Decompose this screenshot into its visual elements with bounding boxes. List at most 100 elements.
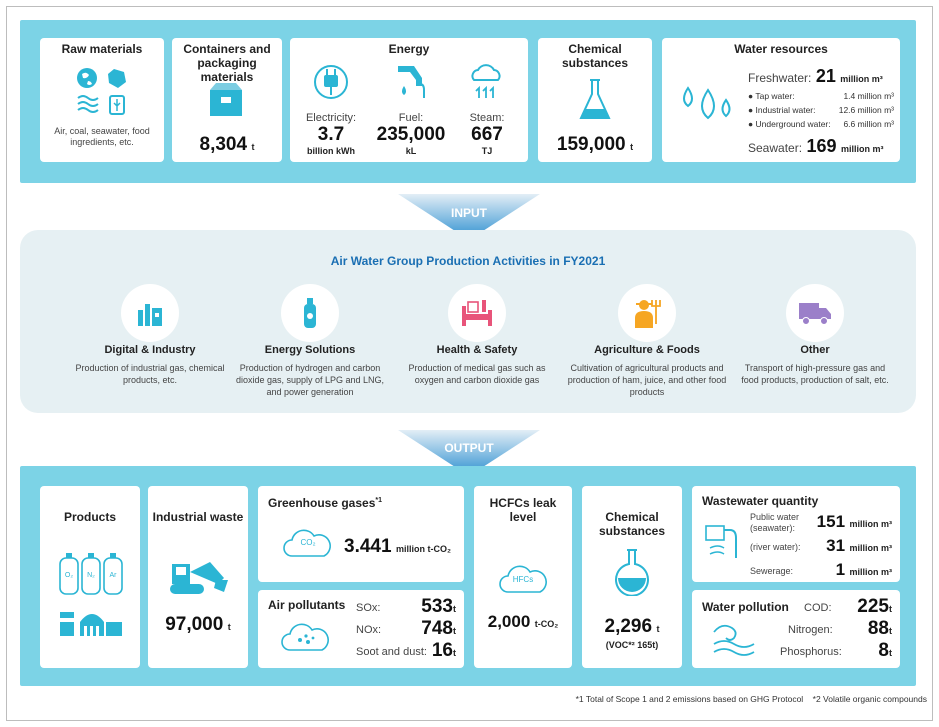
truck-icon [797,299,833,327]
nitrogen-label: Nitrogen: [788,624,833,636]
sox-value: 533 [421,596,453,617]
seawater-unit: million m³ [840,144,884,154]
hcfc-card: HCFCs leak level HFCs 2,000 t-CO₂ [474,486,572,668]
industrial-waste-card: Industrial waste 97,000 t [148,486,248,668]
cod-value-row: 225t [857,596,892,618]
public-unit: million m³ [849,519,893,529]
soot-label: Soot and dust: [356,646,427,658]
chemical-input-card: Chemical substances 159,000 t [538,38,652,162]
activity-title: Digital & Industry [104,344,196,356]
activity-icon-circle [448,284,506,342]
activity-icon-circle [618,284,676,342]
water-card: Water resources Freshwater: 21 million m… [662,38,900,162]
cod-value: 225 [857,596,889,617]
river-unit: million m³ [849,543,893,553]
electricity-unit: billion kWh [307,146,355,156]
plug-icon [312,62,350,102]
ghg-title: Greenhouse gases [268,496,376,510]
wastewater-title: Wastewater quantity [702,494,819,508]
activity-title: Health & Safety [436,344,518,356]
tap-value: 1.4 million m³ [843,91,894,101]
sox-label: SOx: [356,602,381,614]
energy-card: Energy Electricity: 3.7 billion kWh Fuel… [290,38,528,162]
excavator-icon [168,558,230,598]
pipe-outflow-icon [704,522,738,560]
freshwater-label: Freshwater: [748,71,812,85]
hfc-cloud-text: HFCs [512,575,534,584]
fuel-unit: kL [405,146,417,156]
cod-label: COD: [804,602,832,614]
freshwater-row: Freshwater: 21 million m³ [748,66,883,87]
nitrogen-unit: t [889,626,892,636]
nox-label: NOx: [356,624,382,636]
soot-value: 16 [431,640,453,661]
nitrogen-value-row: 88t [868,618,892,640]
activity-title: Agriculture & Foods [594,344,700,356]
ghg-title-row: Greenhouse gases*1 [268,496,382,510]
industrial-label: Industrial water: [755,105,816,115]
activity-desc: Production of hydrogen and carbon dioxid… [235,363,385,397]
nitrogen-value: 88 [867,618,889,639]
containers-unit: t [251,142,255,152]
chem-output-unit: t [656,624,660,634]
soot-value-row: 16t [432,640,456,662]
co2-cloud-text: CO₂ [300,538,316,547]
cod-unit: t [889,604,892,614]
food-products-icon [58,608,124,638]
gas-cylinders-icon: O₂ N₂ Ar [58,552,124,596]
cyl-o2: O₂ [64,572,74,579]
flask-icon [578,78,612,122]
waste-value: 97,000 [165,614,224,635]
industrial-value: 12.6 million m³ [838,105,894,115]
river-value-row: 31 million m³ [826,536,892,556]
waste-unit: t [227,622,231,632]
sox-unit: t [453,604,456,614]
sox-value-row: 533t [421,596,456,618]
sewer-value: 1 [835,560,846,579]
voc-note: (VOC*² 165t) [605,640,659,650]
water-title: Water resources [734,42,828,56]
box-icon [206,82,246,118]
wave-icon [712,618,756,658]
nox-value: 748 [421,618,453,639]
soot-unit: t [453,648,456,658]
fuel-nozzle-icon [392,62,432,102]
co2-cloud-icon: CO₂ [282,526,334,560]
ghg-unit: million t-CO₂ [396,544,451,554]
public-water-label: Public water (seawater): [750,512,800,533]
activity-title: Energy Solutions [264,344,356,356]
tap-row: ● Tap water: 1.4 million m³ [748,91,894,101]
chemical-input-unit: t [630,142,634,152]
ghg-value: 3.441 [344,536,392,557]
chem-output-value-row: 2,296 t [582,616,682,638]
steam-cloud-icon [466,62,506,102]
activity-desc: Production of medical gas such as oxygen… [408,363,546,385]
chem-output-value: 2,296 [604,616,653,637]
output-arrow-label: OUTPUT [444,441,494,455]
activity-title: Other [800,344,830,356]
raw-materials-icon [74,66,132,118]
sewer-unit: million m³ [849,567,893,577]
input-arrow: INPUT [398,194,540,240]
electricity-label: Electricity: [305,112,357,124]
ghg-value-row: 3.441 million t-CO₂ [344,536,451,558]
hcfc-value: 2,000 [487,612,531,631]
water-pollution-card: Water pollution COD: 225t Nitrogen: 88t … [692,590,900,668]
steam-value: 667 [471,124,503,145]
particles-cloud-icon [280,620,330,654]
ghg-sup: *1 [375,497,383,504]
freshwater-unit: million m³ [840,74,883,84]
activity-icon-circle [786,284,844,342]
chemical-output-title: Chemical substances [598,510,666,538]
underground-label: Underground water: [755,119,831,129]
hcfc-unit: t-CO₂ [534,619,559,629]
ghg-card: Greenhouse gases*1 CO₂ 3.441 million t-C… [258,486,464,582]
output-arrow: OUTPUT [398,430,540,476]
chemical-input-title: Chemical substances [561,42,629,70]
input-arrow-label: INPUT [451,206,487,220]
chemical-input-value: 159,000 [556,134,626,155]
waste-value-row: 97,000 t [148,614,248,636]
containers-value-row: 8,304 t [172,134,282,156]
hcfc-title: HCFCs leak level [489,496,557,524]
chemical-output-card: Chemical substances 2,296 t (VOC*² 165t) [582,486,682,668]
